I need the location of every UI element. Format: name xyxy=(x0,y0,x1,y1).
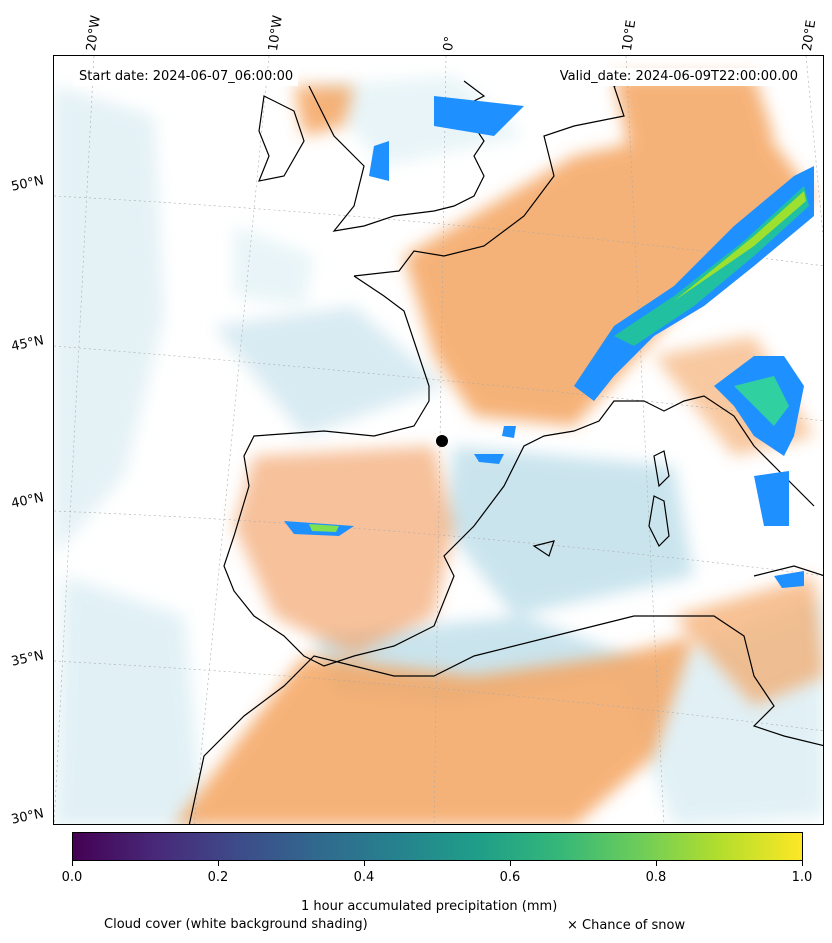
colorbar-tick-label: 0.2 xyxy=(207,870,229,885)
lat-label-45n: 45°N xyxy=(10,333,46,355)
precipitation-colorbar xyxy=(72,832,803,861)
colorbar-tick xyxy=(656,861,657,866)
colorbar-tick xyxy=(802,861,803,866)
land-cloud-shading xyxy=(175,76,823,824)
colorbar-tick-label: 0.8 xyxy=(645,870,667,885)
lat-label-50n: 50°N xyxy=(10,173,46,195)
lat-label-30n: 30°N xyxy=(10,806,46,828)
colorbar-tick xyxy=(364,861,365,866)
colorbar-tick xyxy=(218,861,219,866)
lon-label-10e: 10°E xyxy=(620,19,640,53)
cloud-cover-legend: Cloud cover (white background shading) xyxy=(104,917,368,932)
colorbar-tick-label: 0.0 xyxy=(61,870,83,885)
snow-marker xyxy=(436,435,448,447)
lat-label-40n: 40°N xyxy=(10,490,46,512)
snow-legend: × Chance of snow xyxy=(567,918,686,933)
map-panel: Start date: 2024-06-07_06:00:00 Valid_da… xyxy=(53,55,824,825)
lat-label-35n: 35°N xyxy=(10,648,46,670)
colorbar-tick-label: 1.0 xyxy=(791,870,813,885)
colorbar-tick xyxy=(510,861,511,866)
colorbar-tick-label: 0.4 xyxy=(353,870,375,885)
lon-label-10w: 10°W xyxy=(266,14,286,53)
colorbar-tick xyxy=(72,861,73,866)
colorbar-label: 1 hour accumulated precipitation (mm) xyxy=(301,899,558,914)
lon-label-20w: 20°W xyxy=(84,14,104,53)
start-date-label: Start date: 2024-06-07_06:00:00 xyxy=(74,68,299,86)
map-svg xyxy=(54,56,823,824)
precipitation-areas xyxy=(284,96,814,588)
valid-date-label: Valid_date: 2024-06-09T22:00:00.00 xyxy=(554,68,803,86)
lon-label-20e: 20°E xyxy=(800,19,820,53)
lon-label-0: 0° xyxy=(441,35,458,53)
colorbar-tick-label: 0.6 xyxy=(499,870,521,885)
